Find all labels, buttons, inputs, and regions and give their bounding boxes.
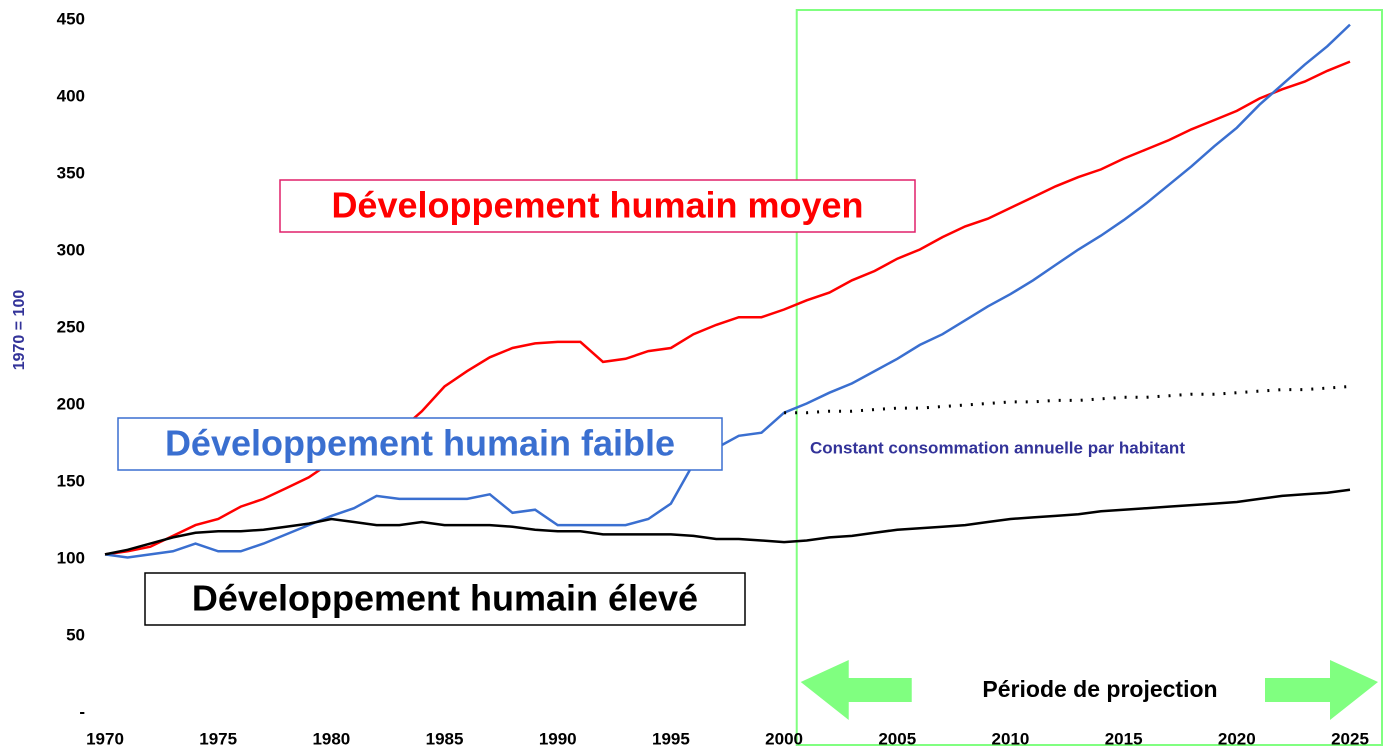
x-tick-label: 1985 [426, 729, 464, 748]
x-tick-label: 1975 [199, 729, 237, 748]
series-line [104, 23, 1351, 559]
series-label-box [144, 572, 746, 626]
y-tick-label: 350 [57, 163, 85, 182]
y-tick-label: 450 [57, 9, 85, 28]
series-line [104, 60, 1351, 556]
x-tick-label: 2010 [992, 729, 1030, 748]
x-tick-label: 2015 [1105, 729, 1143, 748]
y-tick-label: 100 [57, 548, 85, 567]
x-tick-label: 2020 [1218, 729, 1256, 748]
y-tick-label: 250 [57, 317, 85, 336]
x-tick-label: 1995 [652, 729, 690, 748]
y-tick-label: - [79, 702, 85, 721]
x-tick-label: 1990 [539, 729, 577, 748]
x-tick-label: 1980 [312, 729, 350, 748]
series-label: Développement humain faible [165, 423, 675, 464]
x-tick-label: 2000 [765, 729, 803, 748]
projection-arrow [800, 660, 912, 720]
x-tick-label: 1970 [86, 729, 124, 748]
y-tick-label: 300 [57, 240, 85, 259]
series-label: Développement humain moyen [331, 185, 863, 226]
y-tick-label: 400 [57, 86, 85, 105]
projection-box [795, 9, 1383, 746]
series-label-box [117, 417, 723, 471]
projection-label: Période de projection [982, 676, 1217, 702]
series-label-box [279, 179, 916, 233]
y-tick-label: 50 [66, 625, 85, 644]
x-tick-label: 2025 [1331, 729, 1369, 748]
projection-arrow [1265, 660, 1378, 720]
series-line [784, 385, 1351, 415]
x-tick-label: 2005 [878, 729, 916, 748]
series-line [104, 488, 1351, 556]
y-axis-label: 1970 = 100 [11, 290, 28, 371]
series-label: Constant consommation annuelle par habit… [810, 438, 1185, 457]
series-label: Développement humain élevé [192, 578, 698, 619]
y-tick-label: 200 [57, 394, 85, 413]
y-tick-label: 150 [57, 471, 85, 490]
